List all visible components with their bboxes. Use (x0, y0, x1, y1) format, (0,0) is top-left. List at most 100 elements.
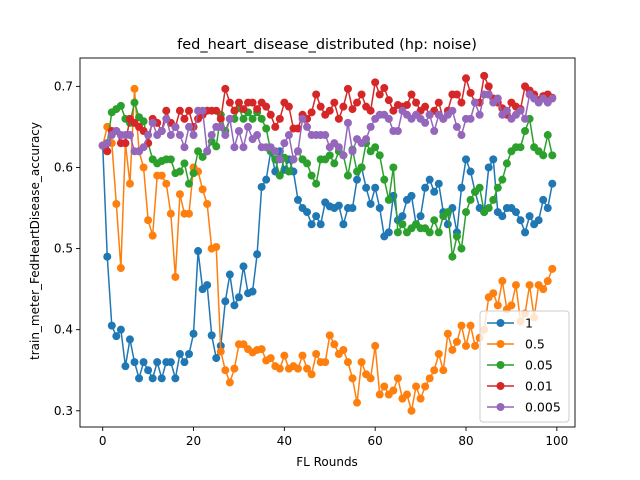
data-point-3-78 (452, 90, 461, 99)
data-point-2-15 (166, 155, 175, 164)
data-point-0-23 (203, 281, 212, 290)
legend-label-4: 0.005 (525, 400, 561, 415)
data-point-3-74 (434, 98, 443, 107)
data-point-0-36 (262, 175, 271, 184)
data-point-4-29 (230, 143, 239, 152)
data-point-0-1 (103, 252, 112, 261)
legend-marker-1 (496, 340, 505, 348)
legend-marker-0 (496, 319, 505, 327)
data-point-3-68 (407, 90, 416, 99)
x-tick-label-4: 80 (458, 434, 473, 448)
data-point-2-98 (543, 131, 552, 140)
data-point-2-86 (489, 195, 498, 204)
data-point-2-47 (312, 179, 321, 188)
data-point-1-68 (407, 406, 416, 415)
data-point-4-14 (162, 114, 171, 123)
data-point-3-25 (212, 106, 221, 115)
data-point-0-19 (184, 350, 193, 359)
data-point-0-31 (239, 262, 248, 271)
data-point-4-41 (284, 131, 293, 140)
data-point-3-57 (357, 90, 366, 99)
data-point-3-19 (184, 106, 193, 115)
data-point-2-66 (398, 220, 407, 229)
data-point-0-71 (421, 183, 430, 192)
data-point-1-19 (184, 209, 193, 218)
data-point-3-85 (484, 82, 493, 91)
data-point-3-60 (371, 78, 380, 87)
data-point-0-70 (416, 212, 425, 221)
data-point-4-39 (275, 155, 284, 164)
data-point-1-15 (166, 209, 175, 218)
data-point-2-22 (198, 152, 207, 161)
data-point-2-99 (548, 151, 557, 160)
data-point-1-39 (275, 364, 284, 373)
data-point-3-43 (293, 124, 302, 133)
data-point-4-79 (457, 131, 466, 140)
data-point-0-74 (434, 179, 443, 188)
data-point-2-7 (130, 98, 139, 107)
data-point-2-19 (184, 179, 193, 188)
legend-label-0: 1 (525, 316, 533, 331)
data-point-2-93 (521, 126, 530, 135)
data-point-0-98 (543, 204, 552, 213)
data-point-4-10 (144, 131, 153, 140)
axes: 0 20 40 60 80 100 0.3 0.4 0.5 0.6 0.7 (54, 57, 576, 448)
data-point-4-52 (334, 143, 343, 152)
data-point-0-76 (443, 220, 452, 229)
data-point-0-11 (148, 374, 157, 383)
data-point-3-79 (457, 98, 466, 107)
data-point-2-87 (493, 183, 502, 192)
data-point-4-72 (425, 110, 434, 119)
data-point-1-71 (421, 382, 430, 391)
data-point-1-35 (257, 345, 266, 354)
data-point-3-46 (307, 108, 316, 117)
data-point-2-51 (330, 159, 339, 168)
series-4 (98, 90, 557, 164)
data-point-3-71 (421, 102, 430, 111)
data-point-0-73 (430, 187, 439, 196)
data-point-0-93 (521, 228, 530, 237)
data-point-4-49 (321, 131, 330, 140)
data-point-3-1 (103, 147, 112, 156)
data-point-1-37 (266, 354, 275, 363)
data-point-2-64 (389, 163, 398, 172)
data-point-3-59 (366, 106, 375, 115)
data-point-0-7 (130, 358, 139, 367)
x-tick-label-5: 100 (545, 434, 568, 448)
data-point-0-15 (166, 358, 175, 367)
data-point-0-66 (398, 212, 407, 221)
legend-marker-3 (496, 382, 505, 390)
data-point-2-85 (484, 204, 493, 213)
data-point-1-77 (448, 345, 457, 354)
series-1 (98, 84, 557, 415)
data-point-2-39 (275, 171, 284, 180)
x-tick-label-1: 20 (186, 434, 201, 448)
data-point-1-70 (416, 394, 425, 403)
data-point-2-62 (380, 175, 389, 184)
data-point-3-62 (380, 84, 389, 93)
data-point-4-73 (430, 126, 439, 135)
data-point-1-87 (493, 301, 502, 310)
data-point-2-63 (384, 195, 393, 204)
data-point-0-25 (212, 354, 221, 363)
data-point-1-55 (348, 374, 357, 383)
data-point-3-18 (180, 114, 189, 123)
data-point-1-10 (144, 216, 153, 225)
data-point-4-58 (362, 135, 371, 144)
data-point-4-30 (234, 126, 243, 135)
data-point-0-94 (525, 212, 534, 221)
data-point-2-60 (371, 143, 380, 152)
data-point-3-69 (412, 98, 421, 107)
data-point-0-81 (466, 167, 475, 176)
data-point-3-28 (225, 98, 234, 107)
data-point-4-53 (339, 151, 348, 160)
data-point-4-26 (216, 122, 225, 131)
data-point-2-72 (425, 228, 434, 237)
data-point-4-59 (366, 122, 375, 131)
data-point-1-28 (225, 378, 234, 387)
data-point-0-97 (539, 195, 548, 204)
data-point-1-22 (198, 185, 207, 194)
data-point-0-61 (375, 204, 384, 213)
data-point-0-2 (107, 321, 116, 330)
data-point-4-54 (343, 118, 352, 127)
